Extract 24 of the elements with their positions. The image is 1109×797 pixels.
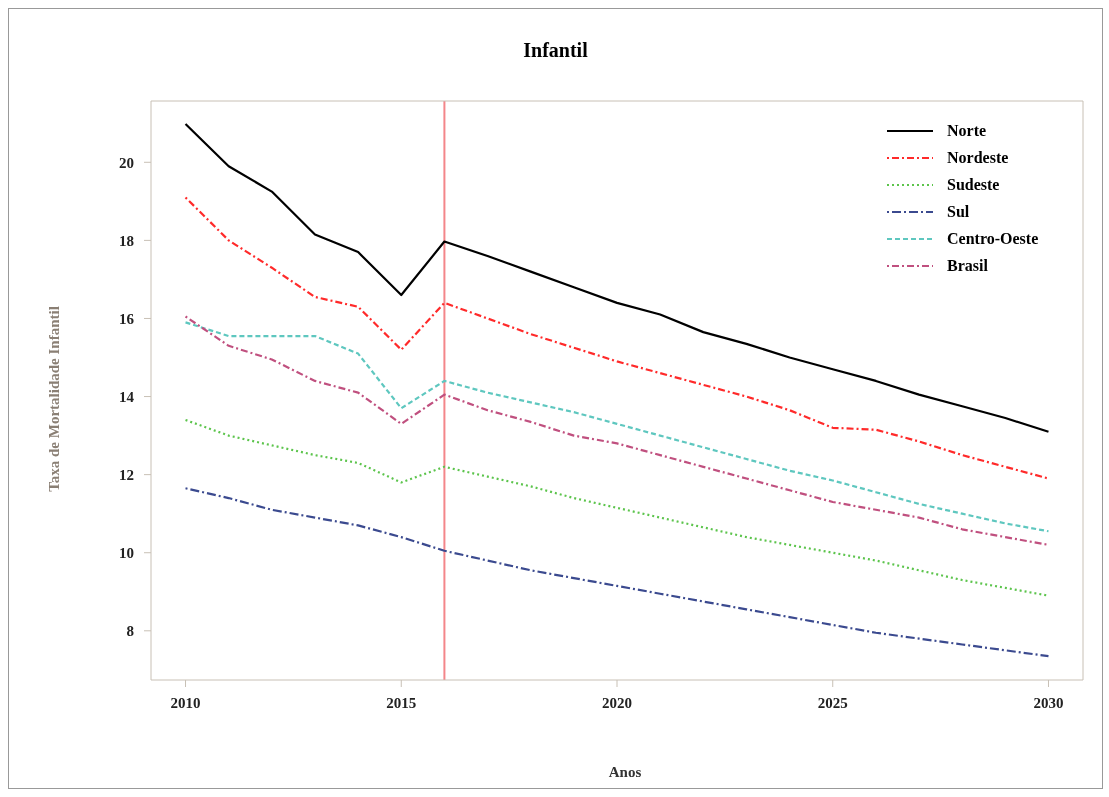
x-tick-label: 2025	[817, 694, 848, 711]
legend-label: Brasil	[947, 256, 989, 275]
y-tick-label: 16	[119, 310, 135, 327]
legend-label: Nordeste	[947, 148, 1010, 167]
y-tick-label: 14	[119, 388, 135, 405]
y-tick-label: 20	[119, 154, 134, 171]
x-tick-label: 2015	[386, 694, 417, 711]
legend-label: Sul	[947, 202, 971, 221]
legend-label: Centro-Oeste	[947, 229, 1040, 248]
chart-title: Infantil	[522, 39, 589, 62]
x-tick-label: 2030	[1033, 694, 1064, 711]
x-tick-label: 2020	[602, 694, 632, 711]
y-tick-label: 12	[119, 466, 134, 483]
y-tick-label: 8	[126, 623, 134, 640]
line-series	[184, 487, 1050, 658]
line-series	[184, 122, 1050, 433]
x-axis-title: Anos	[607, 764, 643, 781]
legend-label: Sudeste	[947, 175, 1001, 194]
y-axis-title: Taxa de Mortalidade Infantil	[45, 306, 63, 492]
y-tick-label: 10	[119, 545, 134, 562]
legend-label: Norte	[947, 121, 988, 140]
y-tick-label: 18	[119, 232, 134, 249]
x-tick-label: 2010	[170, 694, 201, 711]
line-series	[184, 196, 1050, 480]
